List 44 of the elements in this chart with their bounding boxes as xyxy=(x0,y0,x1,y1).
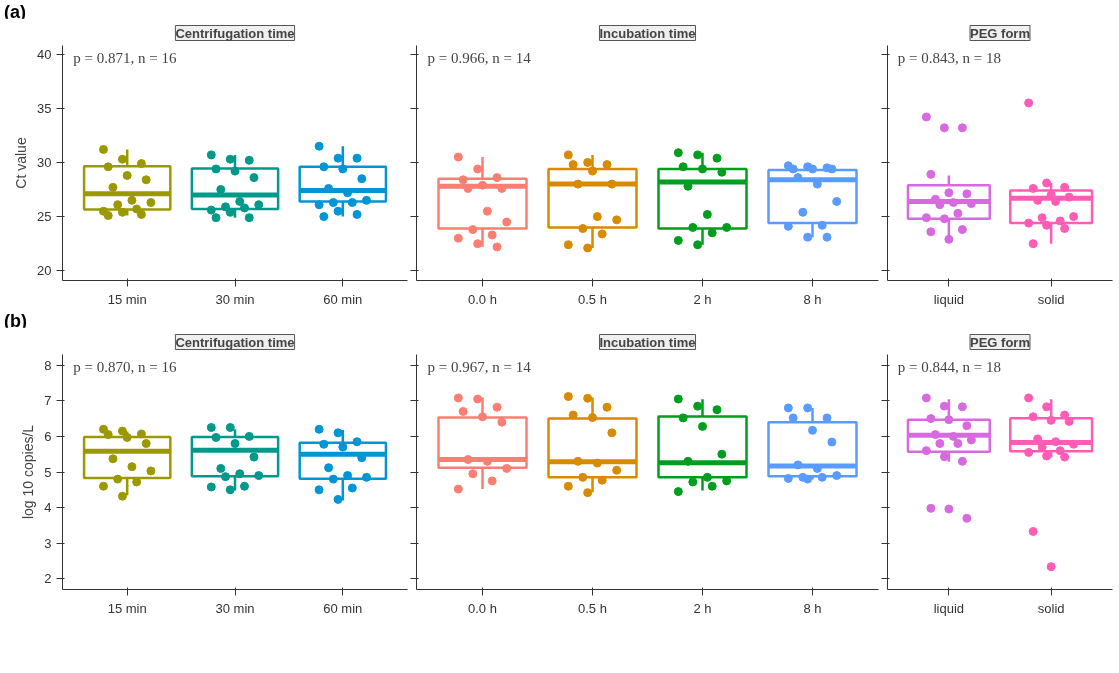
x-tick-label: 15 min xyxy=(107,291,147,307)
x-tick-label: 2 h xyxy=(693,600,712,616)
x-tick-label: 60 min xyxy=(323,600,363,616)
x-tick-label: 0.0 h xyxy=(468,600,497,616)
x-tick-label: 30 min xyxy=(215,600,255,616)
annotation: p = 0.870, n = 16 xyxy=(73,359,177,376)
y-tick-label: 8 xyxy=(44,357,52,373)
annotation: p = 0.843, n = 18 xyxy=(897,50,1001,67)
y-tick-label: 5 xyxy=(44,464,52,480)
chart-title: Centrifugation time xyxy=(175,334,295,350)
y-axis-title: Ct value xyxy=(13,137,30,189)
y-tick-label: 3 xyxy=(44,535,52,551)
x-tick-label: 8 h xyxy=(803,600,822,616)
x-tick-label: 15 min xyxy=(107,600,147,616)
x-tick-label: liquid xyxy=(933,291,965,307)
x-tick-label: solid xyxy=(1037,291,1065,307)
y-tick-label: 35 xyxy=(37,100,52,116)
y-tick-label: 2 xyxy=(44,571,52,587)
y-tick-label: 6 xyxy=(44,428,52,444)
x-tick-label: liquid xyxy=(933,600,965,616)
x-tick-label: 8 h xyxy=(803,291,822,307)
annotation: p = 0.966, n = 14 xyxy=(427,50,532,67)
y-tick-label: 25 xyxy=(37,209,52,225)
x-tick-label: 0.0 h xyxy=(468,291,497,307)
annotation: p = 0.871, n = 16 xyxy=(73,50,177,67)
x-tick-label: 30 min xyxy=(215,291,255,307)
y-tick-label: 4 xyxy=(44,500,52,516)
chart-title: Incubation time xyxy=(599,25,696,41)
annotation: p = 0.967, n = 14 xyxy=(427,359,532,376)
x-tick-label: 0.5 h xyxy=(578,291,607,307)
y-tick-label: 7 xyxy=(44,393,52,409)
chart-title: PEG form xyxy=(970,25,1030,41)
y-tick-label: 40 xyxy=(37,46,52,62)
annotation: p = 0.844, n = 18 xyxy=(897,359,1001,376)
x-tick-label: 60 min xyxy=(323,291,363,307)
chart-title: PEG form xyxy=(970,334,1030,350)
x-tick-label: 0.5 h xyxy=(578,600,607,616)
y-axis-title: log 10 copies/L xyxy=(20,424,37,520)
chart-title: Incubation time xyxy=(599,334,696,350)
x-tick-label: solid xyxy=(1037,600,1065,616)
chart-title: Centrifugation time xyxy=(175,25,295,41)
x-tick-label: 2 h xyxy=(693,291,712,307)
y-tick-label: 20 xyxy=(37,263,52,279)
y-tick-label: 30 xyxy=(37,154,52,170)
